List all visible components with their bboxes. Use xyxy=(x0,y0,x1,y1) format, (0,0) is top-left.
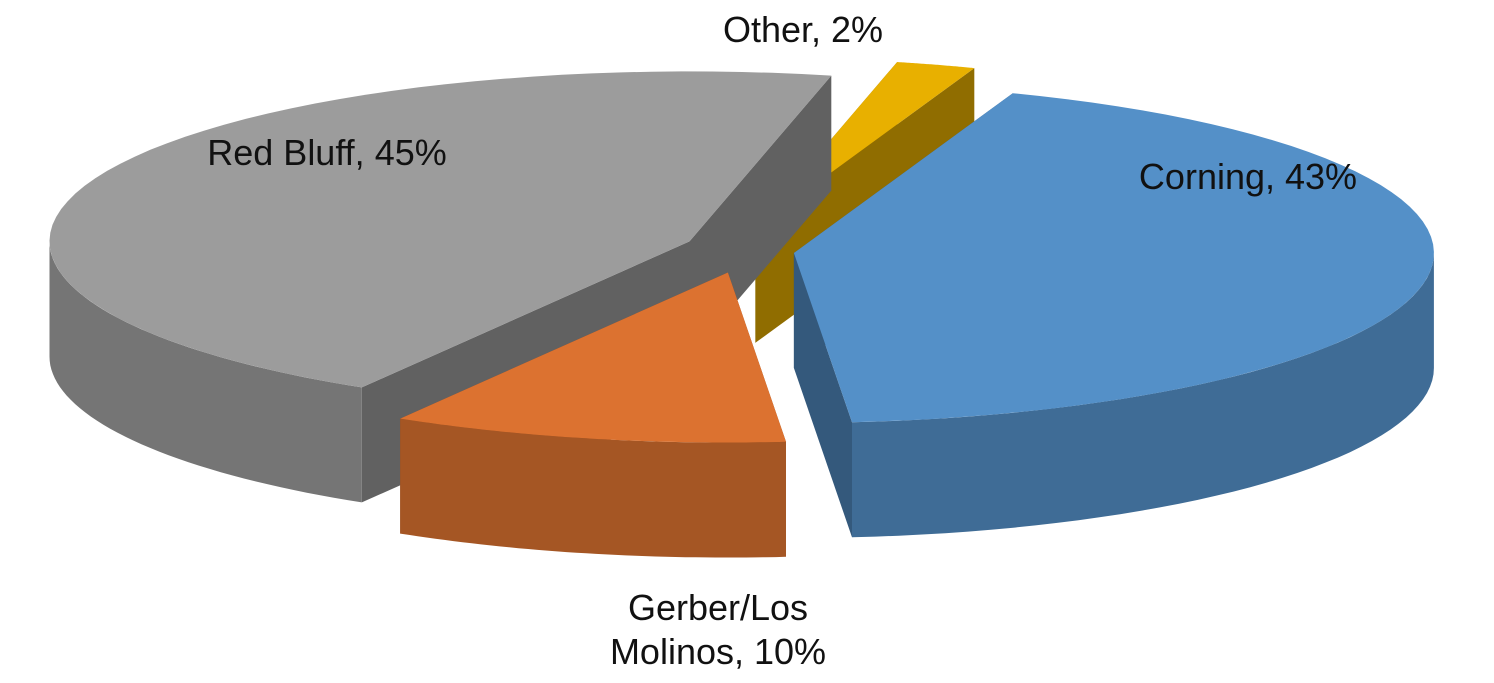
data-label: Gerber/Los Molinos, 10% xyxy=(609,587,827,672)
slice-top xyxy=(49,71,832,388)
slice-wall xyxy=(49,241,362,503)
data-label: Corning, 43% xyxy=(1138,156,1358,197)
slice-side xyxy=(793,253,852,538)
data-label: Other, 2% xyxy=(722,9,884,50)
pie-slice xyxy=(793,93,1434,538)
slice-top xyxy=(400,272,786,443)
slice-top xyxy=(793,93,1434,423)
pie-slice xyxy=(400,272,786,558)
data-label: Red Bluff, 45% xyxy=(207,132,447,173)
slice-wall xyxy=(852,253,1434,538)
slice-wall xyxy=(400,418,786,558)
